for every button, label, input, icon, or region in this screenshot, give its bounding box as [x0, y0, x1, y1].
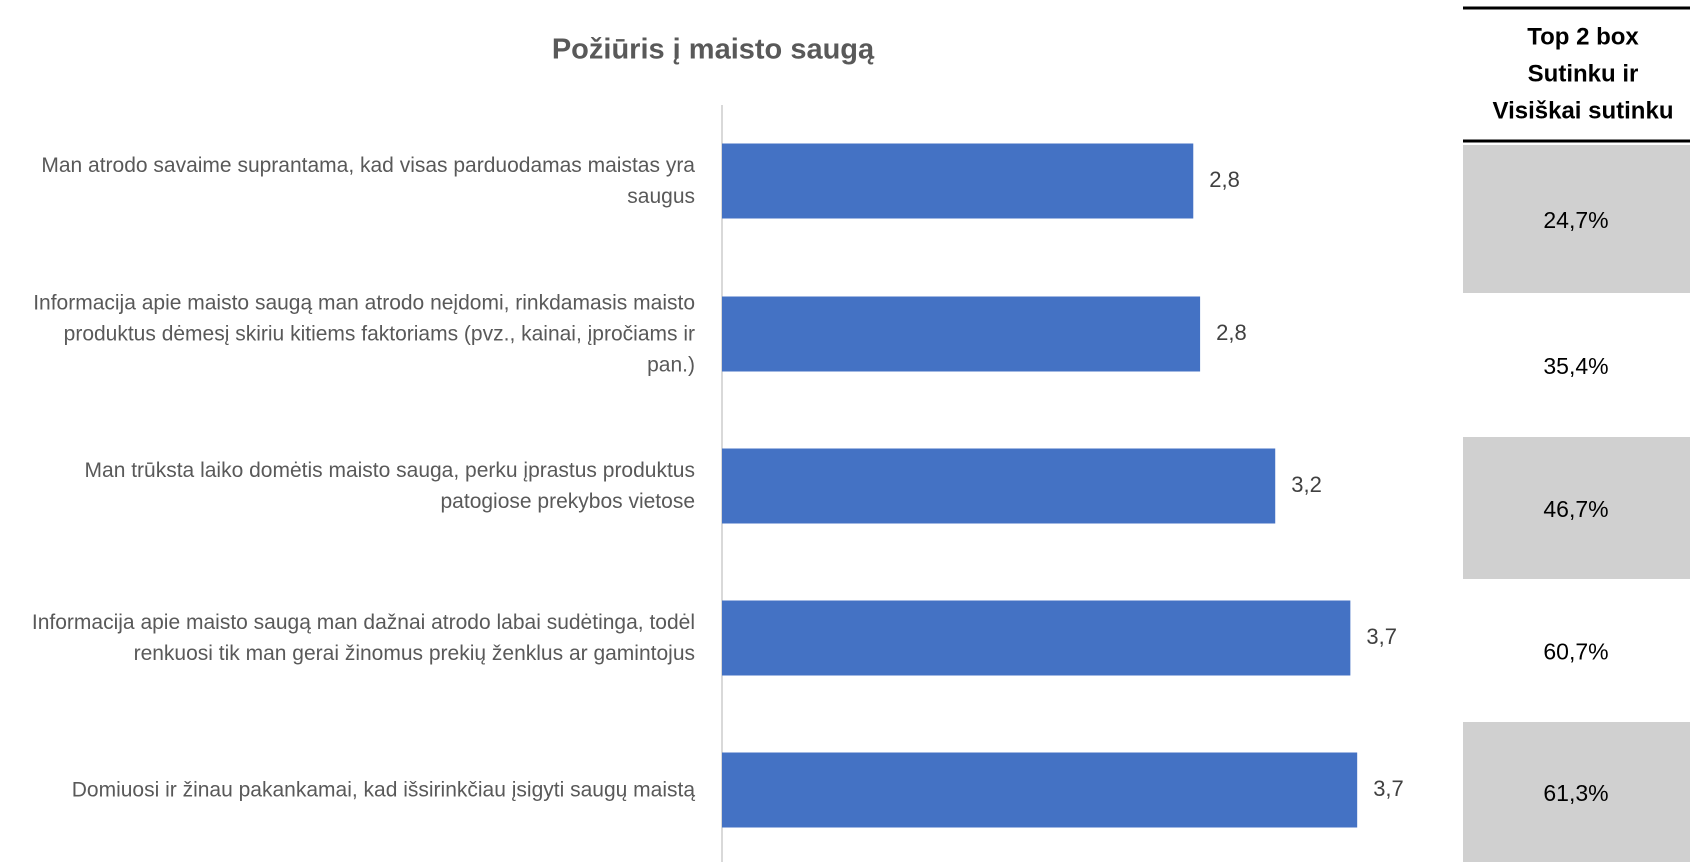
- table-header: Sutinku ir: [1528, 60, 1639, 87]
- value-label: 3,2: [1291, 472, 1322, 497]
- table-cell: 46,7%: [1543, 496, 1608, 522]
- value-label: 2,8: [1209, 167, 1240, 192]
- value-label: 2,8: [1216, 320, 1247, 345]
- value-label: 3,7: [1366, 624, 1397, 649]
- bar: [722, 752, 1358, 828]
- category-label: Domiuosi ir žinau pakankamai, kad išsiri…: [71, 778, 695, 802]
- bar: [722, 143, 1194, 219]
- category-label: Informacija apie maisto saugą man dažnai…: [31, 611, 695, 665]
- table-cell: 24,7%: [1543, 207, 1608, 233]
- category-label: Informacija apie maisto saugą man atrodo…: [33, 291, 695, 377]
- value-label: 3,7: [1373, 776, 1404, 801]
- bar: [722, 296, 1201, 372]
- bar: [722, 448, 1276, 524]
- table-header: Top 2 box: [1527, 23, 1639, 50]
- category-label: Man trūksta laiko domėtis maisto sauga, …: [84, 459, 695, 513]
- table-row-shade: [1463, 437, 1690, 579]
- category-label: Man atrodo savaime suprantama, kad visas…: [41, 154, 695, 208]
- table-row-shade: [1463, 722, 1690, 862]
- table-header: Visiškai sutinku: [1493, 97, 1674, 124]
- table-cell: 61,3%: [1543, 780, 1608, 806]
- bar: [722, 600, 1351, 676]
- table-row-shade: [1463, 145, 1690, 293]
- chart-title: Požiūris į maisto saugą: [552, 34, 875, 66]
- table-cell: 60,7%: [1543, 639, 1608, 665]
- table-cell: 35,4%: [1543, 353, 1608, 379]
